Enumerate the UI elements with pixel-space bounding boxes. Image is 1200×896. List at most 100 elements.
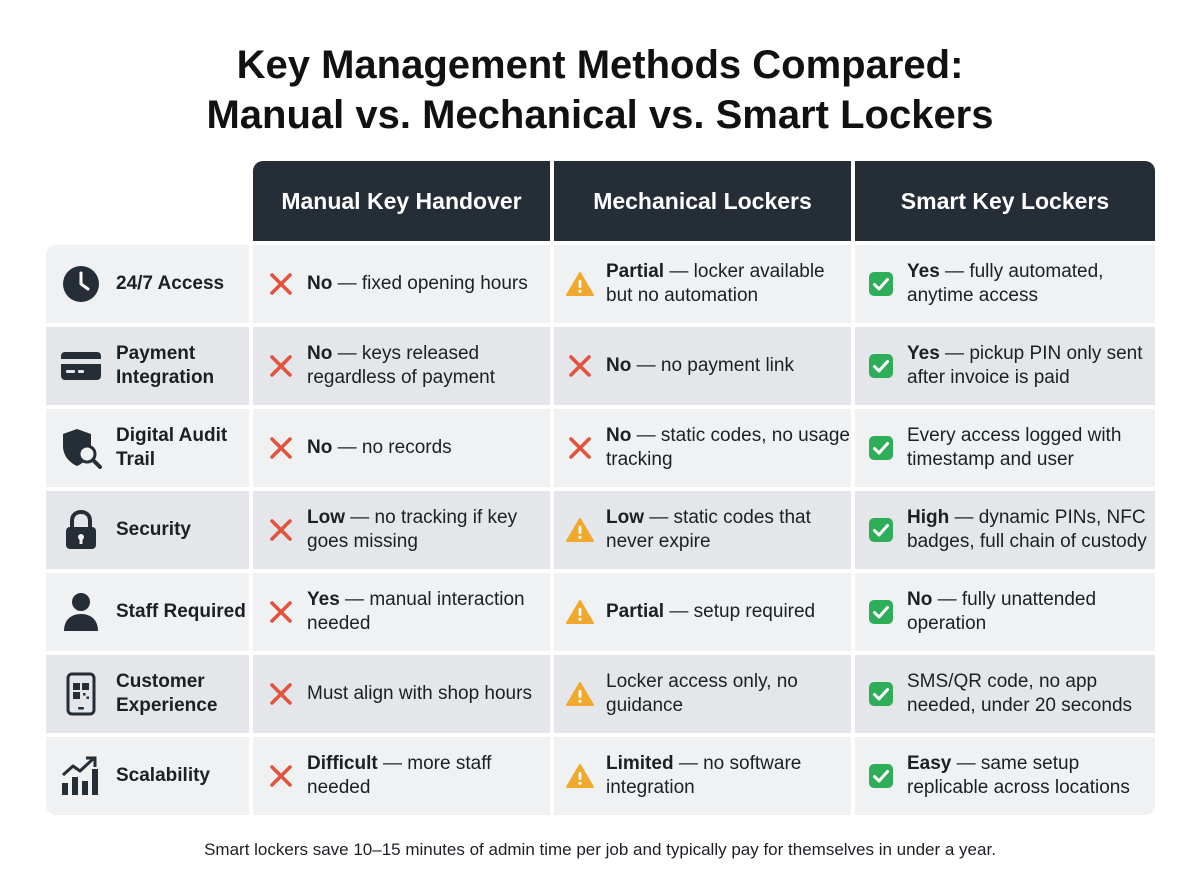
cell-text: Partial — setup required	[606, 600, 815, 624]
cell-verdict: Difficult	[307, 753, 378, 774]
check-icon	[867, 680, 895, 708]
cell-mechanical: Limited — no software integration	[554, 737, 851, 815]
warning-icon	[566, 762, 594, 790]
cell-mechanical: Locker access only, no guidance	[554, 655, 851, 733]
cell-verdict: Low	[606, 507, 644, 528]
table-row: Payment Integration No — keys released re…	[46, 327, 1155, 405]
row-label-cell: Customer Experience	[46, 655, 249, 733]
cell-text: Partial — locker available but no automa…	[606, 260, 851, 308]
cell-text: Easy — same setup replicable across loca…	[907, 752, 1155, 800]
cell-manual: No — fixed opening hours	[253, 245, 550, 323]
cell-detail: — pickup PIN only sent after invoice is …	[907, 343, 1143, 388]
cell-manual: Difficult — more staff needed	[253, 737, 550, 815]
cell-text: Every access logged with timestamp and u…	[907, 424, 1155, 472]
cell-verdict: High	[907, 507, 950, 528]
cell-verdict: No	[307, 343, 333, 364]
table-row: 24/7 Access No — fixed opening hours Parti…	[46, 245, 1155, 323]
cell-verdict: No	[307, 273, 333, 294]
cell-detail: — more staff needed	[307, 753, 492, 798]
row-label: Customer Experience	[116, 671, 218, 716]
cell-text: Difficult — more staff needed	[307, 752, 550, 800]
cell-detail: — keys released regardless of payment	[307, 343, 495, 388]
cross-icon	[267, 680, 295, 708]
column-header-manual: Manual Key Handover	[253, 161, 550, 241]
cell-smart: Yes — fully automated, anytime access	[855, 245, 1155, 323]
row-label-cell: Staff Required	[46, 573, 249, 651]
cell-detail: — locker available but no automation	[606, 261, 825, 306]
check-icon	[867, 270, 895, 298]
cross-icon	[566, 352, 594, 380]
cell-text: No — fully unattended operation	[907, 588, 1155, 636]
cell-detail: — fully automated, anytime access	[907, 261, 1104, 306]
padlock-icon	[60, 509, 102, 551]
cell-detail: Every access logged with timestamp and u…	[907, 425, 1122, 470]
cell-detail: — static codes that never expire	[606, 507, 811, 552]
cell-detail: SMS/QR code, no app needed, under 20 sec…	[907, 671, 1133, 716]
cell-text: No — no records	[307, 436, 452, 460]
cell-detail: Must align with shop hours	[307, 683, 532, 704]
row-label-cell: Payment Integration	[46, 327, 249, 405]
column-header-smart: Smart Key Lockers	[855, 161, 1155, 241]
cell-detail: — setup required	[664, 601, 816, 622]
cell-detail: — fixed opening hours	[332, 273, 528, 294]
column-header-mechanical: Mechanical Lockers	[554, 161, 851, 241]
cell-mechanical: Partial — setup required	[554, 573, 851, 651]
cell-manual: No — no records	[253, 409, 550, 487]
cross-icon	[267, 434, 295, 462]
cell-verdict: No	[307, 437, 333, 458]
check-icon	[867, 352, 895, 380]
cell-verdict: Yes	[307, 589, 340, 610]
cell-smart: Yes — pickup PIN only sent after invoice…	[855, 327, 1155, 405]
cell-text: Yes — fully automated, anytime access	[907, 260, 1155, 308]
cell-text: No — static codes, no usage tracking	[606, 424, 851, 472]
cross-icon	[267, 270, 295, 298]
cell-detail: — static codes, no usage tracking	[606, 425, 850, 470]
title-line-2: Manual vs. Mechanical vs. Smart Lockers	[206, 93, 994, 137]
cell-text: Locker access only, no guidance	[606, 670, 851, 718]
phone-qr-icon	[60, 672, 102, 716]
cross-icon	[267, 598, 295, 626]
cell-text: Low — no tracking if key goes missing	[307, 506, 550, 554]
table-row: Staff Required Yes — manual interaction n…	[46, 573, 1155, 651]
cell-smart: Every access logged with timestamp and u…	[855, 409, 1155, 487]
row-label: Scalability	[116, 765, 210, 786]
footer-note: Smart lockers save 10–15 minutes of admi…	[204, 840, 996, 859]
cell-mechanical: Partial — locker available but no automa…	[554, 245, 851, 323]
cell-smart: SMS/QR code, no app needed, under 20 sec…	[855, 655, 1155, 733]
cross-icon	[267, 516, 295, 544]
table-row: Customer Experience Must align with shop …	[46, 655, 1155, 733]
cell-verdict: No	[907, 589, 933, 610]
warning-icon	[566, 680, 594, 708]
cell-manual: Must align with shop hours	[253, 655, 550, 733]
row-label: Digital Audit Trail	[116, 425, 228, 470]
row-label: Security	[116, 519, 191, 540]
table-row: Digital Audit Trail No — no records No — s…	[46, 409, 1155, 487]
check-icon	[867, 516, 895, 544]
cell-smart: No — fully unattended operation	[855, 573, 1155, 651]
shield-search-icon	[60, 427, 102, 469]
cross-icon	[267, 352, 295, 380]
cell-text: No — no payment link	[606, 354, 794, 378]
cell-mechanical: No — static codes, no usage tracking	[554, 409, 851, 487]
table-row: Scalability Difficult — more staff needed…	[46, 737, 1155, 815]
row-label-cell: 24/7 Access	[46, 245, 249, 323]
cell-text: Yes — manual interaction needed	[307, 588, 550, 636]
cell-manual: Low — no tracking if key goes missing	[253, 491, 550, 569]
cell-verdict: Limited	[606, 753, 674, 774]
cell-text: No — fixed opening hours	[307, 272, 528, 296]
cell-mechanical: No — no payment link	[554, 327, 851, 405]
cell-manual: No — keys released regardless of payment	[253, 327, 550, 405]
cross-icon	[566, 434, 594, 462]
cell-detail: — no software integration	[606, 753, 802, 798]
clock-icon	[60, 263, 102, 305]
cell-detail: — dynamic PINs, NFC badges, full chain o…	[907, 507, 1147, 552]
cell-detail: — fully unattended operation	[907, 589, 1097, 634]
cell-detail: — manual interaction needed	[307, 589, 525, 634]
person-icon	[60, 591, 102, 633]
cell-text: Yes — pickup PIN only sent after invoice…	[907, 342, 1155, 390]
row-label: 24/7 Access	[116, 273, 225, 294]
cell-smart: High — dynamic PINs, NFC badges, full ch…	[855, 491, 1155, 569]
cell-detail: — no payment link	[631, 355, 794, 376]
table-row: Security Low — no tracking if key goes mi…	[46, 491, 1155, 569]
growth-chart-icon	[60, 755, 102, 797]
